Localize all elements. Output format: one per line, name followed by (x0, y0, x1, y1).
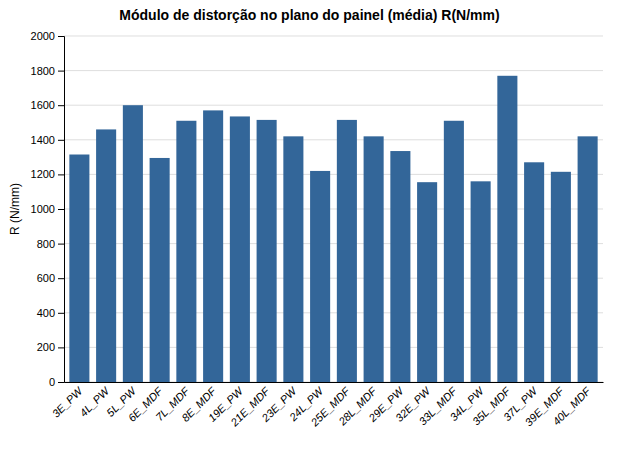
grid-line (64, 105, 603, 106)
y-tick-label: 2000 (31, 30, 55, 42)
grid-line (64, 174, 603, 175)
bar (96, 129, 116, 382)
grid-line (64, 209, 603, 210)
chart-container: 0 200 400 600 800 1000 1200 1400 1600 1800 2000 3E_… (0, 0, 619, 454)
y-tick-label: 200 (37, 341, 55, 353)
grid-line (64, 243, 603, 244)
y-tick: 1400 (31, 134, 64, 146)
y-tick-line (58, 278, 64, 279)
y-tick-line (58, 244, 64, 245)
bar (578, 136, 598, 382)
y-tick: 600 (37, 272, 64, 284)
bar (176, 121, 196, 382)
grid-line (64, 70, 603, 71)
grid-line (64, 382, 603, 383)
chart-svg: 0 200 400 600 800 1000 1200 1400 1600 1800 2000 3E_… (0, 0, 619, 454)
y-tick-line (58, 174, 64, 175)
bar (364, 136, 384, 382)
y-tick-label: 1400 (31, 134, 55, 146)
grid-line (64, 278, 603, 279)
bar (551, 172, 571, 382)
bar (497, 76, 517, 382)
y-tick-label: 400 (37, 307, 55, 319)
bars (69, 76, 597, 382)
y-tick: 400 (37, 307, 64, 319)
y-tick-label: 600 (37, 272, 55, 284)
bar (150, 158, 170, 382)
y-tick-line (58, 71, 64, 72)
y-tick-line (58, 209, 64, 210)
y-tick-line (58, 105, 64, 106)
x-tick: 40L_MDF (550, 384, 594, 428)
y-tick: 200 (37, 341, 64, 353)
y-tick-label: 1800 (31, 65, 55, 77)
bar (337, 120, 357, 382)
y-tick-label: 0 (49, 376, 55, 388)
y-axis-line (58, 37, 65, 383)
y-tick-line (58, 382, 64, 383)
grid (64, 36, 603, 382)
grid-line (64, 36, 603, 37)
chart-title: Módulo de distorção no plano do painel (… (119, 7, 499, 23)
x-axis-line (65, 382, 604, 383)
y-tick-line (58, 347, 64, 348)
y-tick: 800 (37, 238, 64, 250)
bar (230, 116, 250, 382)
y-tick-label: 800 (37, 238, 55, 250)
y-tick-label: 1200 (31, 168, 55, 180)
grid-line (64, 347, 603, 348)
plot: 0 200 400 600 800 1000 1200 1400 1600 1800 2000 3E_… (31, 30, 604, 429)
grid-line (64, 312, 603, 313)
y-axis: 0 200 400 600 800 1000 1200 1400 1600 1800 2000 (31, 30, 65, 388)
y-tick: 1600 (31, 99, 64, 111)
x-tick-label: 40L_MDF (550, 384, 594, 428)
x-axis: 3E_PW4L_PW5L_PW6E_MDF7L_MDF8E_MDF19E_PW2… (50, 383, 604, 430)
y-tick-line (58, 313, 64, 314)
y-tick: 1800 (31, 65, 64, 77)
bar (417, 182, 437, 382)
y-tick-line (58, 140, 64, 141)
bar (123, 105, 143, 382)
bar (69, 155, 89, 382)
bar (310, 171, 330, 382)
bar (390, 151, 410, 382)
y-tick: 1000 (31, 203, 64, 215)
bar (471, 181, 491, 382)
y-tick-label: 1000 (31, 203, 55, 215)
bar (257, 120, 277, 382)
bar (524, 162, 544, 382)
y-tick: 0 (49, 376, 64, 388)
y-axis-title: R (N/mm) (8, 183, 22, 235)
y-tick-line (58, 36, 64, 37)
grid-line (64, 139, 603, 140)
y-tick: 1200 (31, 168, 64, 180)
bar (444, 121, 464, 382)
bar (283, 136, 303, 382)
y-tick-label: 1600 (31, 99, 55, 111)
bar (203, 110, 223, 382)
y-tick: 2000 (31, 30, 64, 42)
